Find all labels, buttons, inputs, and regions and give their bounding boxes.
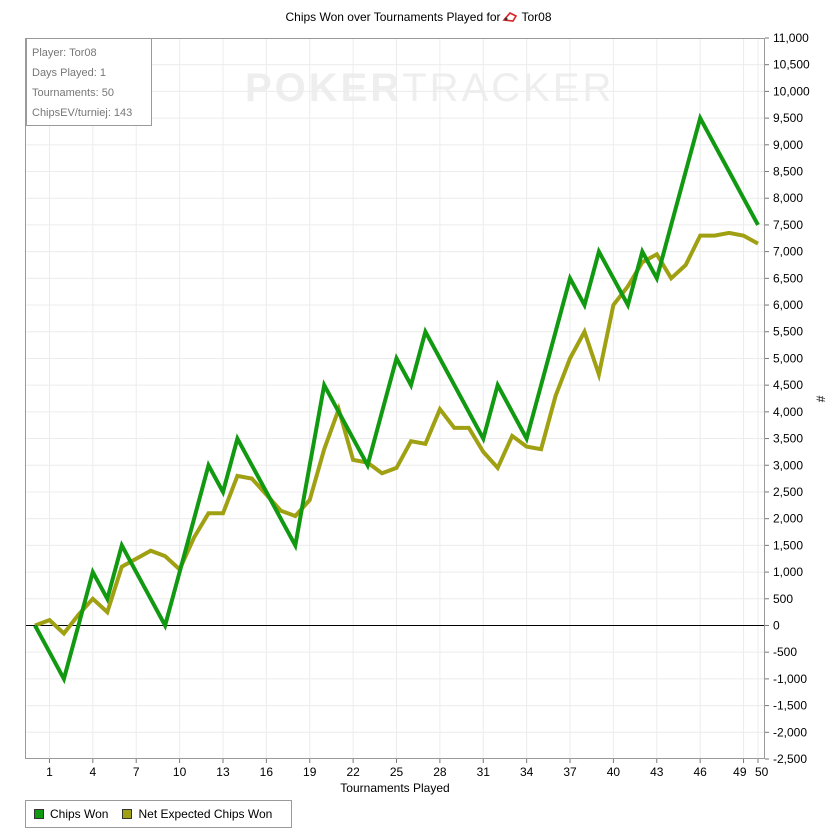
player-icon xyxy=(502,11,518,23)
legend-label-chips-won: Chips Won xyxy=(50,807,109,821)
y-tick-label: 3,000 xyxy=(773,458,803,472)
series-line-chips-won xyxy=(33,112,760,685)
y-tick-label: 6,500 xyxy=(773,271,803,285)
legend-item-net-expected[interactable]: Net Expected Chips Won xyxy=(122,807,272,821)
y-tick-label: -1,000 xyxy=(773,672,807,686)
x-tick-label: 49 xyxy=(733,765,747,779)
x-tick-label: 10 xyxy=(173,765,187,779)
x-tick-label: 31 xyxy=(477,765,491,779)
x-tick-label: 19 xyxy=(303,765,317,779)
x-tick-label: 13 xyxy=(216,765,230,779)
x-axis-label: Tournaments Played xyxy=(340,781,450,795)
y-tick-label: 2,000 xyxy=(773,512,803,526)
title-player-name: Tor08 xyxy=(521,10,552,24)
y-tick-label: 9,500 xyxy=(773,111,803,125)
y-tick-label: 500 xyxy=(773,592,793,606)
x-tick-label: 40 xyxy=(607,765,621,779)
title-text: Chips Won over Tournaments Played for xyxy=(285,10,501,24)
chart-legend: Chips Won Net Expected Chips Won xyxy=(25,800,292,828)
legend-item-chips-won[interactable]: Chips Won xyxy=(34,807,108,821)
stats-info-box: Player: Tor08 Days Played: 1 Tournaments… xyxy=(26,38,152,126)
info-tournaments: Tournaments: 50 xyxy=(32,87,114,99)
y-tick-label: 4,500 xyxy=(773,378,803,392)
x-tick-label: 37 xyxy=(563,765,577,779)
legend-label-net-expected: Net Expected Chips Won xyxy=(138,807,273,821)
x-tick-label: 50 xyxy=(755,765,769,779)
y-tick-label: 5,000 xyxy=(773,351,803,365)
chart-title: Chips Won over Tournaments Played for Tor… xyxy=(0,10,837,24)
y-tick-label: -2,000 xyxy=(773,725,807,739)
y-tick-label: 10,500 xyxy=(773,58,810,72)
plot-area xyxy=(25,38,765,759)
y-tick-label: 2,500 xyxy=(773,485,803,499)
y-tick-label: 8,000 xyxy=(773,191,803,205)
y-tick-label: 1,500 xyxy=(773,538,803,552)
info-days-played: Days Played: 1 xyxy=(32,67,106,79)
y-tick-label: 7,000 xyxy=(773,245,803,259)
y-tick-label: -500 xyxy=(773,645,797,659)
info-chipsev: ChipsEV/turniej: 143 xyxy=(32,107,133,119)
x-tick-label: 46 xyxy=(693,765,707,779)
x-tick-label: 25 xyxy=(390,765,404,779)
y-tick-label: 4,000 xyxy=(773,405,803,419)
y-tick-label: 0 xyxy=(773,618,780,632)
y-tick-label: 5,500 xyxy=(773,325,803,339)
y-tick-label: 1,000 xyxy=(773,565,803,579)
y-tick-label: 9,000 xyxy=(773,138,803,152)
pokertracker-watermark: POKERTRACKER xyxy=(245,66,615,110)
legend-swatch-net-expected xyxy=(122,809,133,819)
y-tick-label: 10,000 xyxy=(773,84,810,98)
y-tick-label: -1,500 xyxy=(773,699,807,713)
x-tick-label: 1 xyxy=(46,765,53,779)
y-tick-label: 6,000 xyxy=(773,298,803,312)
info-player: Player: Tor08 xyxy=(32,47,97,59)
x-tick-label: 43 xyxy=(650,765,664,779)
x-tick-label: 4 xyxy=(89,765,96,779)
y-tick-label: 8,500 xyxy=(773,165,803,179)
x-tick-label: 16 xyxy=(260,765,274,779)
y-tick-label: 3,500 xyxy=(773,432,803,446)
x-tick-label: 7 xyxy=(133,765,140,779)
x-tick-label: 28 xyxy=(433,765,447,779)
x-tick-label: 22 xyxy=(346,765,360,779)
legend-swatch-chips-won xyxy=(34,809,44,819)
y-tick-label: 7,500 xyxy=(773,218,803,232)
y-tick-label: 11,000 xyxy=(773,31,809,45)
x-tick-label: 34 xyxy=(520,765,534,779)
y-tick-label: -2,500 xyxy=(773,752,807,766)
y-axis-label: # xyxy=(813,395,828,403)
